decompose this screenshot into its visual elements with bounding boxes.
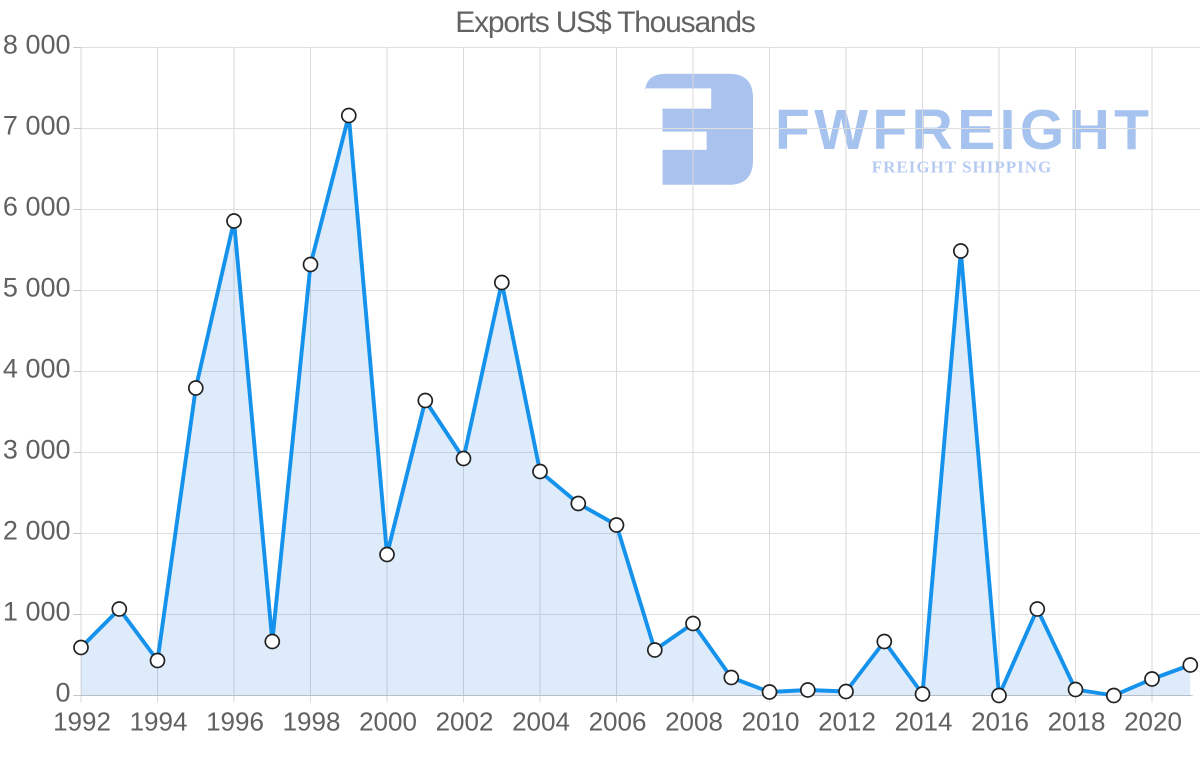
svg-text:7 000: 7 000	[3, 111, 71, 141]
svg-text:5 000: 5 000	[3, 273, 71, 303]
svg-text:2000: 2000	[359, 707, 417, 737]
svg-text:2016: 2016	[971, 707, 1029, 737]
svg-text:3 000: 3 000	[3, 435, 71, 465]
svg-text:2 000: 2 000	[3, 516, 71, 546]
svg-text:6 000: 6 000	[3, 192, 71, 222]
svg-text:2014: 2014	[895, 707, 953, 737]
svg-text:4 000: 4 000	[3, 354, 71, 384]
svg-text:2004: 2004	[512, 707, 570, 737]
svg-text:1992: 1992	[53, 707, 111, 737]
svg-text:8 000: 8 000	[3, 30, 71, 60]
svg-text:Exports US$ Thousands: Exports US$ Thousands	[455, 6, 755, 39]
svg-text:1996: 1996	[206, 707, 264, 737]
svg-text:2010: 2010	[742, 707, 800, 737]
svg-text:2002: 2002	[436, 707, 494, 737]
svg-text:2006: 2006	[589, 707, 647, 737]
svg-text:2018: 2018	[1048, 707, 1106, 737]
svg-text:FWFREIGHT: FWFREIGHT	[775, 98, 1153, 162]
svg-text:1 000: 1 000	[3, 597, 71, 627]
svg-text:FREIGHT SHIPPING: FREIGHT SHIPPING	[872, 158, 1053, 177]
svg-text:2008: 2008	[665, 707, 723, 737]
svg-text:2012: 2012	[818, 707, 876, 737]
svg-text:1994: 1994	[130, 707, 188, 737]
svg-text:0: 0	[55, 678, 70, 708]
svg-text:1998: 1998	[283, 707, 341, 737]
svg-text:2020: 2020	[1124, 707, 1182, 737]
